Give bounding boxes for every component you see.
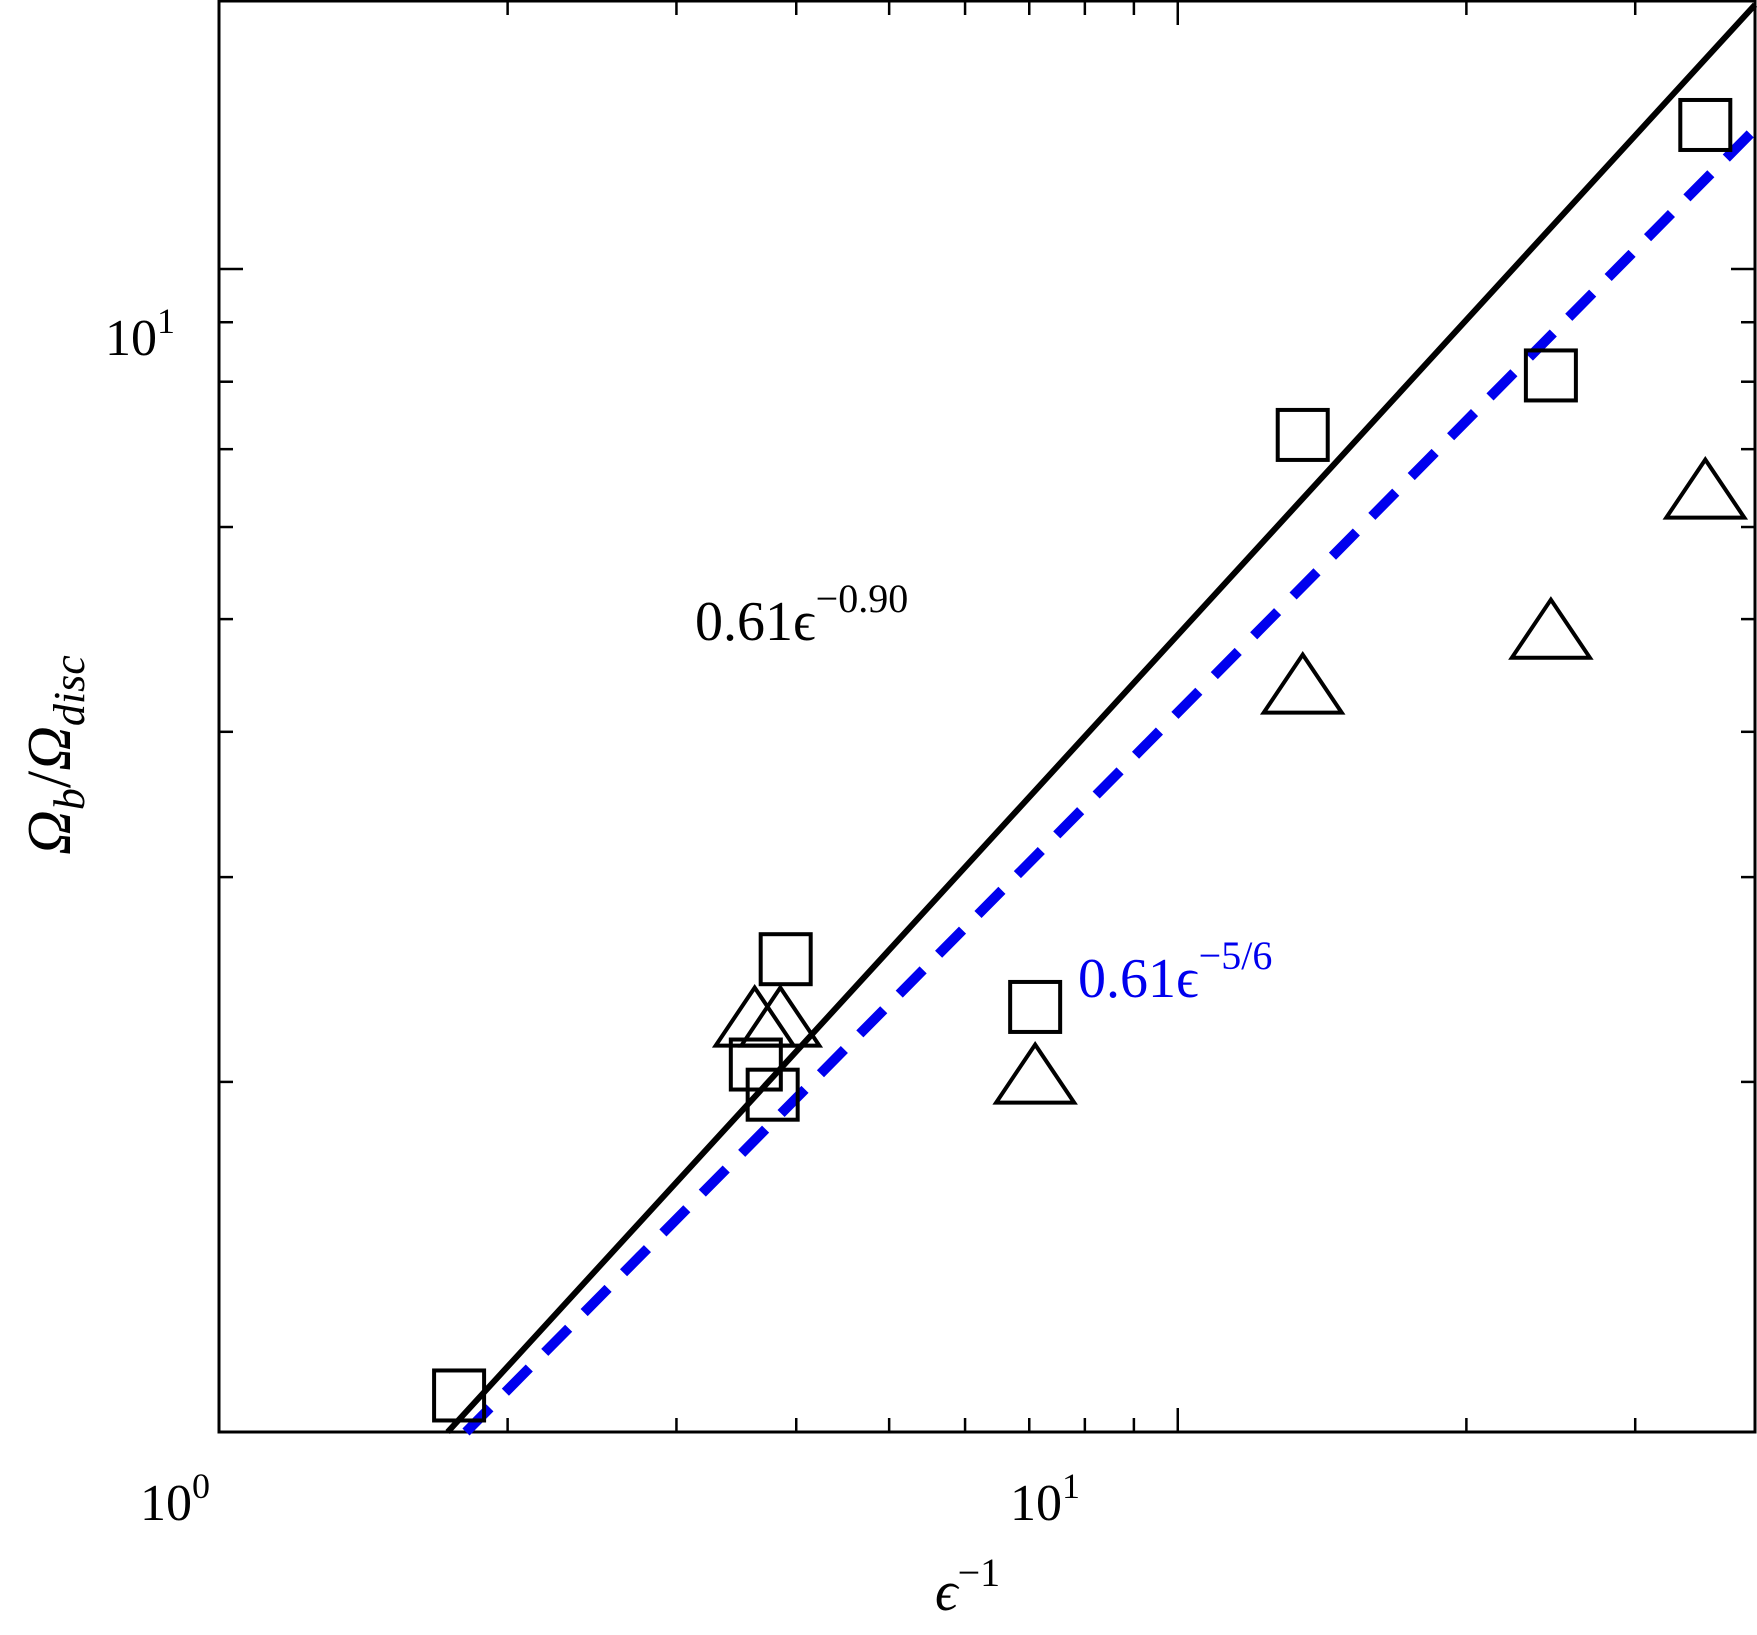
square-marker <box>1678 97 1733 152</box>
square-marker <box>745 1067 800 1122</box>
x-tick-label-10: 101 <box>1010 1466 1080 1532</box>
x-axis-label: ϵ−1 <box>935 1550 1000 1623</box>
data-markers <box>432 97 1749 1423</box>
fit-line-solid <box>445 2 1757 1435</box>
triangle-marker <box>1662 456 1749 520</box>
fit-lines <box>445 2 1757 1436</box>
square-marker <box>432 1368 487 1423</box>
triangle-marker <box>711 984 798 1048</box>
square-marker <box>1008 979 1063 1034</box>
fit-label-dashed: 0.61ϵ−5/6 <box>1078 933 1272 1010</box>
plot-frame <box>217 0 1757 1434</box>
triangle-marker <box>1259 651 1346 715</box>
triangle-marker <box>1508 596 1594 660</box>
y-tick-label-10: 101 <box>105 301 175 367</box>
minor-ticks <box>219 1 1757 1432</box>
square-marker <box>1523 348 1578 403</box>
square-marker <box>1275 407 1330 462</box>
fit-label-solid: 0.61ϵ−0.90 <box>695 576 908 653</box>
x-tick-label-1: 100 <box>140 1466 210 1532</box>
triangle-marker <box>737 984 824 1048</box>
y-axis-label: Ωb/Ωdisc <box>16 655 94 855</box>
square-marker <box>728 1037 783 1092</box>
fit-line-dashed <box>462 125 1757 1436</box>
triangle-marker <box>992 1041 1078 1105</box>
square-marker <box>758 932 813 987</box>
